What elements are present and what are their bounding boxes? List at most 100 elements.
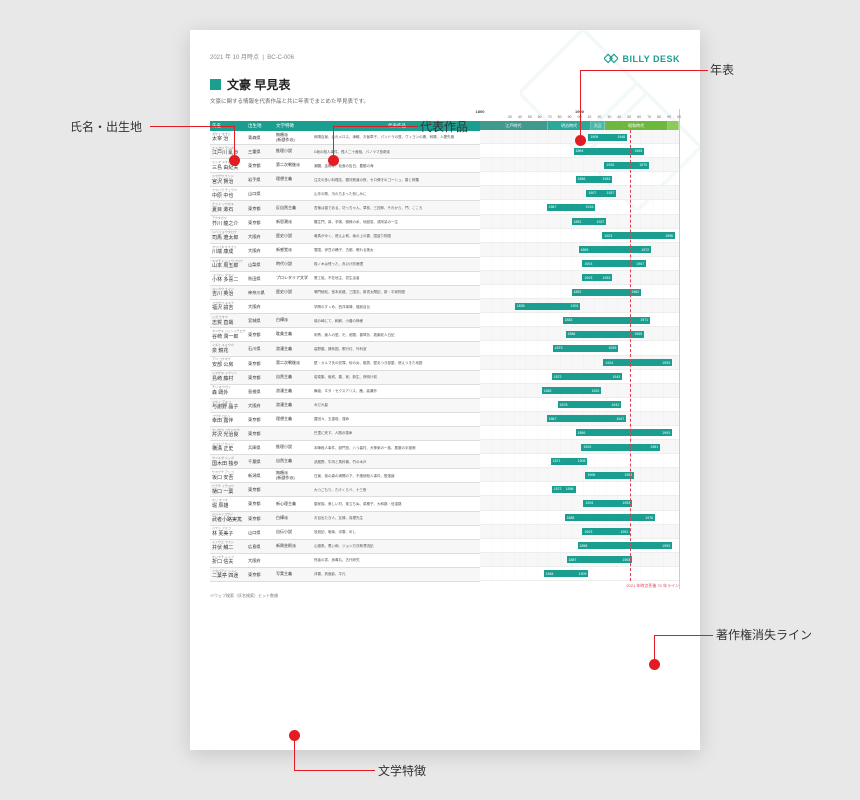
cell-style: 新感覚派 bbox=[276, 248, 314, 253]
cell-birth: 広島県 bbox=[248, 544, 276, 549]
cell-birth: 青森県 bbox=[248, 135, 276, 140]
page-title: 文豪 早見表 bbox=[227, 76, 290, 93]
cell-works: みだれ髪 bbox=[314, 403, 480, 407]
document-page: 2021 年 10 月時点 | BC-C-006 BILLY DESK 文豪 早… bbox=[190, 30, 700, 750]
cell-name: ヤマモト シュウゴロウ 山本 周五郎 bbox=[210, 260, 248, 270]
cell-name: オリクチ シノブ 折口 信夫 bbox=[210, 556, 248, 566]
lifespan-bar: 18831971 bbox=[563, 317, 651, 324]
table-row: コバヤシ タキジ 小林 多喜二 秋田県 プロレタリア文学 蟹工船、不在地主、党生… bbox=[210, 272, 480, 286]
cell-birth: 大阪府 bbox=[248, 403, 276, 408]
timeline-row: 18961933 bbox=[480, 172, 679, 186]
cell-birth: 東京都 bbox=[248, 332, 276, 337]
meta-line: 2021 年 10 月時点 | BC-C-006 bbox=[210, 52, 294, 61]
cell-birth: 千葉県 bbox=[248, 459, 276, 464]
timeline-row: 19041953 bbox=[480, 496, 679, 510]
cell-name: エドガワ ランポ 江戸川 乱歩 bbox=[210, 147, 248, 157]
era-segment: 江戸時代 bbox=[480, 121, 548, 130]
year-minor-label: 90 bbox=[568, 115, 572, 119]
lifespan-bar: 18861965 bbox=[566, 331, 645, 338]
timeline-row: 18961993 bbox=[480, 426, 679, 440]
th-birth: 出生地 bbox=[248, 123, 276, 129]
timeline-row: 18871953 bbox=[480, 553, 679, 567]
lifespan-bar: 19061955 bbox=[585, 472, 634, 479]
table-row: コウダ ロハン 幸田 露伴 東京都 理想主義 露団々、五重塔、運命 bbox=[210, 413, 480, 427]
lifespan-bar: 18641909 bbox=[544, 570, 589, 577]
cell-works: 竜馬がゆく、燃えよ剣、坂の上の雲、国盗り物語 bbox=[314, 234, 480, 238]
table-row: ヨサノ アキコ 与謝野 晶子 大阪府 浪漫主義 みだれ髪 bbox=[210, 399, 480, 413]
timeline-row: 19251970 bbox=[480, 158, 679, 172]
timeline-row: 19031951 bbox=[480, 525, 679, 539]
timeline-row: 18781942 bbox=[480, 398, 679, 412]
copyright-line bbox=[630, 130, 631, 581]
year-major-label: 1800 bbox=[476, 109, 485, 114]
cell-works: 浮雲、其面影、平凡 bbox=[314, 572, 480, 576]
cell-birth: 兵庫県 bbox=[248, 445, 276, 450]
timeline-row: 18921927 bbox=[480, 215, 679, 229]
annotation-line bbox=[580, 70, 581, 140]
table-row: サカグチ アンゴ 坂口 安吾 新潟県 無頼派(新戯作派) 白痴、桜の森の満開の下… bbox=[210, 469, 480, 483]
cell-style: 無頼派(新戯作派) bbox=[276, 471, 314, 481]
year-minor-label: 40 bbox=[518, 115, 522, 119]
cell-style: 理想主義 bbox=[276, 417, 314, 422]
year-minor-label: 30 bbox=[607, 115, 611, 119]
cell-birth: 東京都 bbox=[248, 163, 276, 168]
table-row: ミシマ ユキオ 三島 由紀夫 東京都 第二次戦後派 潮騒、金閣寺、仮面の告白、豊… bbox=[210, 159, 480, 173]
cell-works: 学問のすゝめ、西洋事情、福翁自伝 bbox=[314, 305, 480, 309]
annotation-dot bbox=[229, 155, 240, 166]
annotation-line bbox=[654, 635, 713, 636]
cell-style: 新思潮派 bbox=[276, 220, 314, 225]
lifespan-bar: 18721943 bbox=[552, 373, 623, 380]
cell-style: 浪漫主義 bbox=[276, 389, 314, 394]
year-minor-label: 60 bbox=[538, 115, 542, 119]
timeline-row: 18671916 bbox=[480, 200, 679, 214]
cell-works: 放浪記、晩菊、浮雲、めし bbox=[314, 530, 480, 534]
lifespan-bar: 19031951 bbox=[582, 528, 630, 535]
timeline-row: 18711908 bbox=[480, 454, 679, 468]
cell-name: シマザキ トウソン 島崎 藤村 bbox=[210, 372, 248, 382]
era-segment: 明治時代 bbox=[548, 121, 592, 130]
lifespan-bar: 18621922 bbox=[542, 387, 602, 394]
table-row: ナツメ ソウセキ 夏目 漱石 東京都 反自然主義 吾輩は猫である、坊っちゃん、草… bbox=[210, 201, 480, 215]
timeline-row: 18621922 bbox=[480, 384, 679, 398]
cell-style: 自伝小説 bbox=[276, 530, 314, 535]
cell-style: 時代小説 bbox=[276, 262, 314, 267]
cell-works: 若菜集、破戒、春、家、新生、夜明け前 bbox=[314, 375, 480, 379]
timeline-row: 18831971 bbox=[480, 313, 679, 327]
year-minor-label: 40 bbox=[617, 115, 621, 119]
cell-style: 歴史小説 bbox=[276, 234, 314, 239]
cell-works: お目出たき人、友情、真理先生 bbox=[314, 516, 480, 520]
lifespan-bar: 19031933 bbox=[582, 274, 612, 281]
lifespan-bar: 19041953 bbox=[583, 500, 632, 507]
cell-works: 舞姫、ヰタ・セクスアリス、雁、高瀬舟 bbox=[314, 389, 480, 393]
annotation-line bbox=[580, 70, 708, 71]
annotation-works: 代表作品 bbox=[420, 118, 468, 135]
cell-works: 潮騒、金閣寺、仮面の告白、豊饒の海 bbox=[314, 164, 480, 168]
lifespan-bar: 19071937 bbox=[586, 190, 616, 197]
cell-birth: 東京都 bbox=[248, 501, 276, 506]
cell-name: フクザワ ユキチ 福沢 諭吉 bbox=[210, 302, 248, 312]
title-marker bbox=[210, 79, 221, 90]
cell-style: 白樺派 bbox=[276, 516, 314, 521]
timeline-row: 19021981 bbox=[480, 440, 679, 454]
table-row: オリクチ シノブ 折口 信夫 大阪府 死者の書、身毒丸、古代研究 bbox=[210, 554, 480, 568]
cell-birth: 大阪府 bbox=[248, 304, 276, 309]
lifespan-bar: 19021981 bbox=[581, 444, 660, 451]
cell-birth: 大阪府 bbox=[248, 234, 276, 239]
table-row: ヨシカワ エイジ 吉川 英治 神奈川県 歴史小説 鳴門秘帖、宮本武蔵、三国志、新… bbox=[210, 286, 480, 300]
cell-birth: 東京都 bbox=[248, 375, 276, 380]
annotation-dot bbox=[328, 155, 339, 166]
timeline-row: 19071937 bbox=[480, 186, 679, 200]
cell-birth: 山口県 bbox=[248, 191, 276, 196]
era-segment: 大正 bbox=[591, 121, 605, 130]
cell-birth: 東京都 bbox=[248, 206, 276, 211]
timeline-section: 18001900 3040506070809000102030405060708… bbox=[480, 109, 680, 589]
lifespan-bar: 18871953 bbox=[567, 556, 633, 563]
cell-name: イノウエ ヤスシ 井伏 鱒二 bbox=[210, 541, 248, 551]
table-row: エドガワ ランポ 江戸川 乱歩 三重県 推理小説 D坂の殺人事件、怪人二十面相、… bbox=[210, 145, 480, 159]
cell-style: 自然主義 bbox=[276, 375, 314, 380]
cell-name: ダザイ オサム 太宰 治 bbox=[210, 133, 248, 143]
cell-birth: 東京都 bbox=[248, 361, 276, 366]
brand-logo: BILLY DESK bbox=[604, 52, 680, 66]
cell-name: カワバタ ヤスナリ 川端 康成 bbox=[210, 246, 248, 256]
cell-name: アベ コウボウ 安部 公房 bbox=[210, 358, 248, 368]
